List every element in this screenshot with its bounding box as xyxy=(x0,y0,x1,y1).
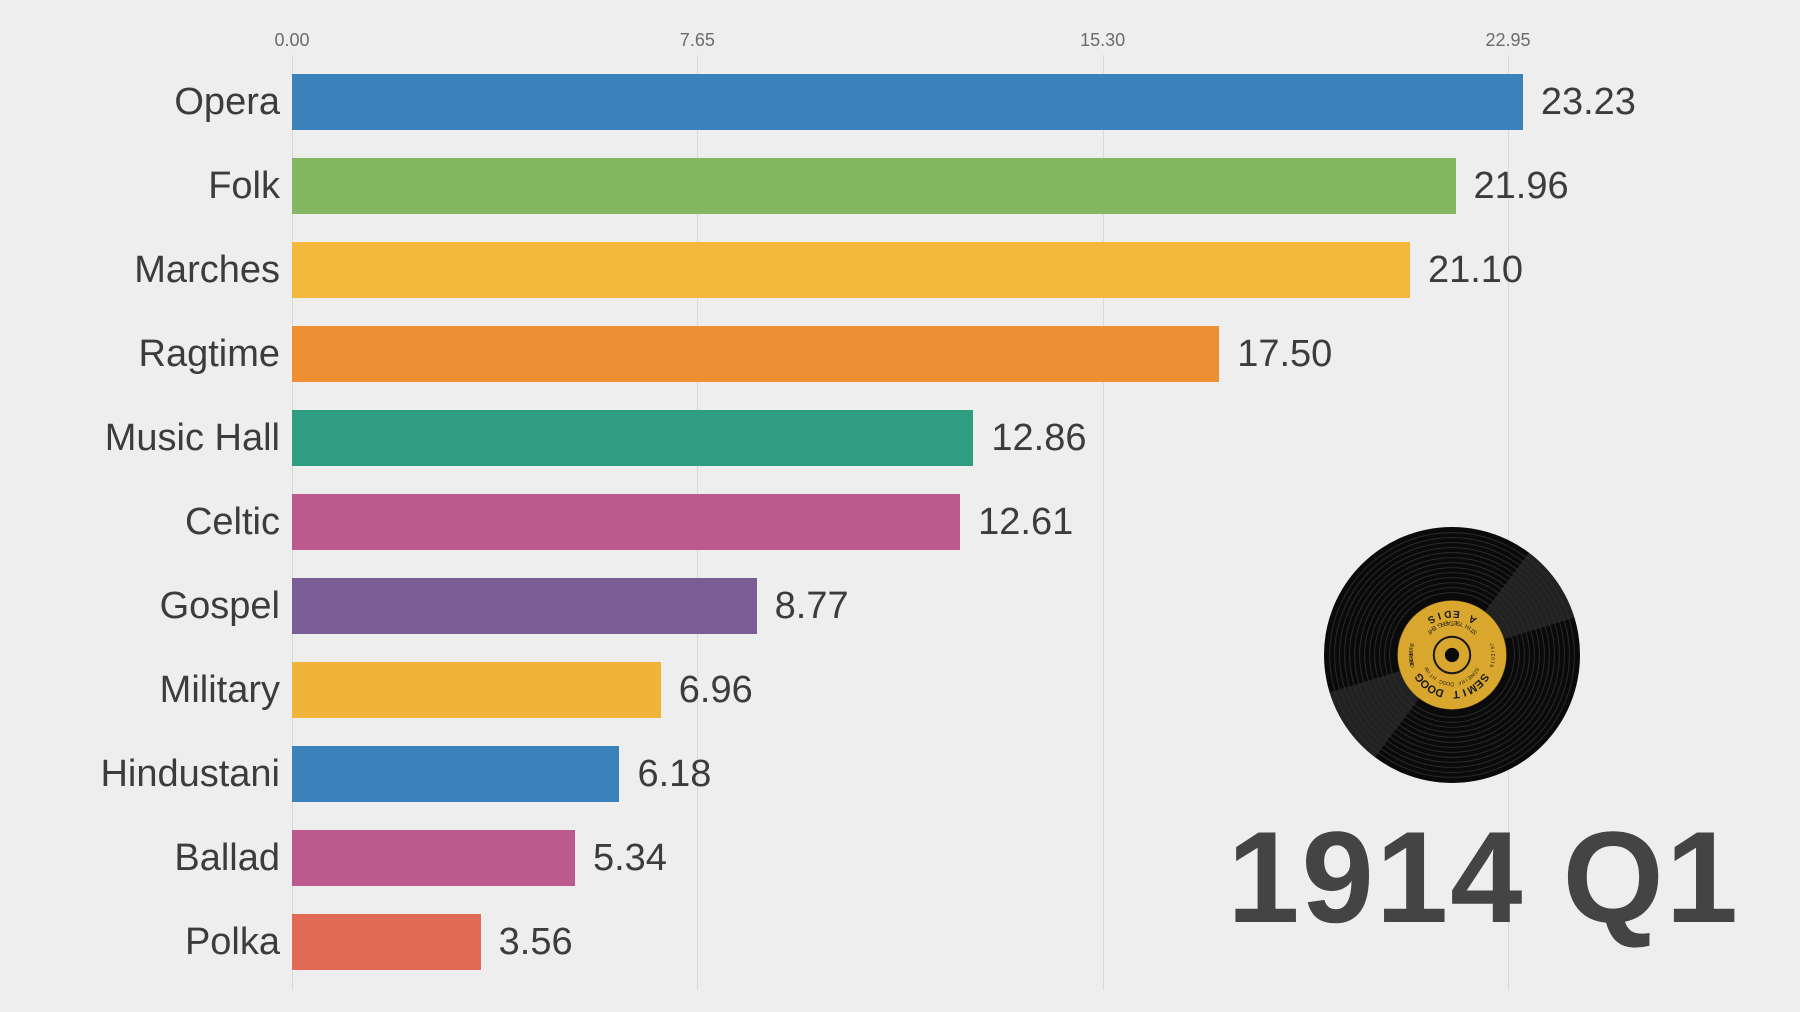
svg-text:3: 3 xyxy=(1491,653,1497,656)
category-label: Military xyxy=(0,648,292,732)
value-label: 23.23 xyxy=(1541,60,1636,144)
bar-row: Ragtime 17.50 xyxy=(0,312,1800,396)
chart-stage: { "chart": { "type": "bar-horizontal", "… xyxy=(0,0,1800,1012)
value-label: 17.50 xyxy=(1237,312,1332,396)
category-label: Folk xyxy=(0,144,292,228)
x-axis-tick-label: 7.65 xyxy=(680,30,715,51)
bar xyxy=(292,494,960,550)
value-label: 12.86 xyxy=(991,396,1086,480)
category-label: Hindustani xyxy=(0,732,292,816)
period-label: 1914 Q1 xyxy=(1227,802,1740,952)
svg-text:D: D xyxy=(1450,680,1454,686)
bar xyxy=(292,830,575,886)
x-axis-tick-label: 0.00 xyxy=(274,30,309,51)
value-label: 6.18 xyxy=(637,732,711,816)
value-label: 21.96 xyxy=(1474,144,1569,228)
bar xyxy=(292,578,757,634)
bar xyxy=(292,410,973,466)
value-label: 12.61 xyxy=(978,480,1073,564)
svg-text:D: D xyxy=(1443,608,1451,620)
bar xyxy=(292,914,481,970)
category-label: Gospel xyxy=(0,564,292,648)
bar xyxy=(292,158,1456,214)
value-label: 8.77 xyxy=(775,564,849,648)
value-label: 6.96 xyxy=(679,648,753,732)
bar xyxy=(292,746,619,802)
x-axis-tick-label: 22.95 xyxy=(1485,30,1530,51)
bar-row: Folk 21.96 xyxy=(0,144,1800,228)
bar xyxy=(292,326,1219,382)
bar xyxy=(292,242,1410,298)
value-label: 3.56 xyxy=(499,900,573,984)
bar xyxy=(292,662,661,718)
category-label: Marches xyxy=(0,228,292,312)
category-label: Ballad xyxy=(0,816,292,900)
bar-row: Marches 21.10 xyxy=(0,228,1800,312)
bar xyxy=(292,74,1523,130)
value-label: 21.10 xyxy=(1428,228,1523,312)
value-label: 5.34 xyxy=(593,816,667,900)
category-label: Opera xyxy=(0,60,292,144)
category-label: Ragtime xyxy=(0,312,292,396)
vinyl-record-icon: SIDE ATHE GREATEST HITSGOOD TIMESWITH GO… xyxy=(1322,525,1582,785)
category-label: Celtic xyxy=(0,480,292,564)
bar-row: Opera 23.23 xyxy=(0,60,1800,144)
category-label: Music Hall xyxy=(0,396,292,480)
x-axis-tick-label: 15.30 xyxy=(1080,30,1125,51)
bar-row: Music Hall 12.86 xyxy=(0,396,1800,480)
category-label: Polka xyxy=(0,900,292,984)
